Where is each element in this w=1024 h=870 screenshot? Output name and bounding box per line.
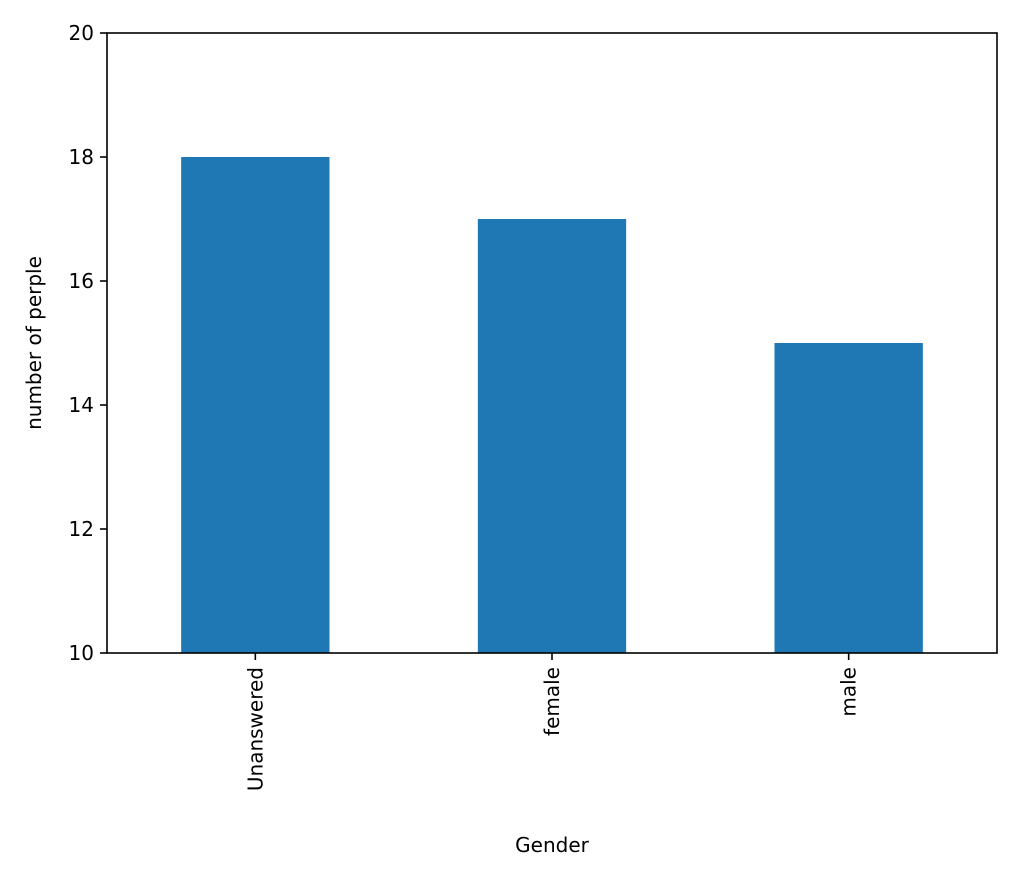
x-tick-label: male bbox=[837, 667, 861, 717]
x-axis-ticks: Unanswered female male bbox=[243, 653, 861, 791]
y-axis-ticks: 10 12 14 16 18 20 bbox=[69, 21, 107, 665]
y-tick-label: 20 bbox=[69, 21, 94, 45]
bar-unanswered bbox=[181, 157, 330, 653]
x-tick-label: female bbox=[540, 667, 564, 736]
y-axis-label: number of perple bbox=[22, 256, 46, 430]
bars-layer bbox=[181, 157, 923, 653]
y-tick-label: 16 bbox=[69, 269, 94, 293]
bar-male bbox=[774, 343, 923, 653]
y-tick-label: 18 bbox=[69, 145, 94, 169]
bar-female bbox=[477, 219, 627, 653]
x-tick-label: Unanswered bbox=[243, 667, 267, 791]
y-tick-label: 10 bbox=[69, 641, 94, 665]
y-tick-label: 12 bbox=[69, 517, 94, 541]
y-tick-label: 14 bbox=[69, 393, 94, 417]
x-axis-label: Gender bbox=[515, 833, 589, 857]
